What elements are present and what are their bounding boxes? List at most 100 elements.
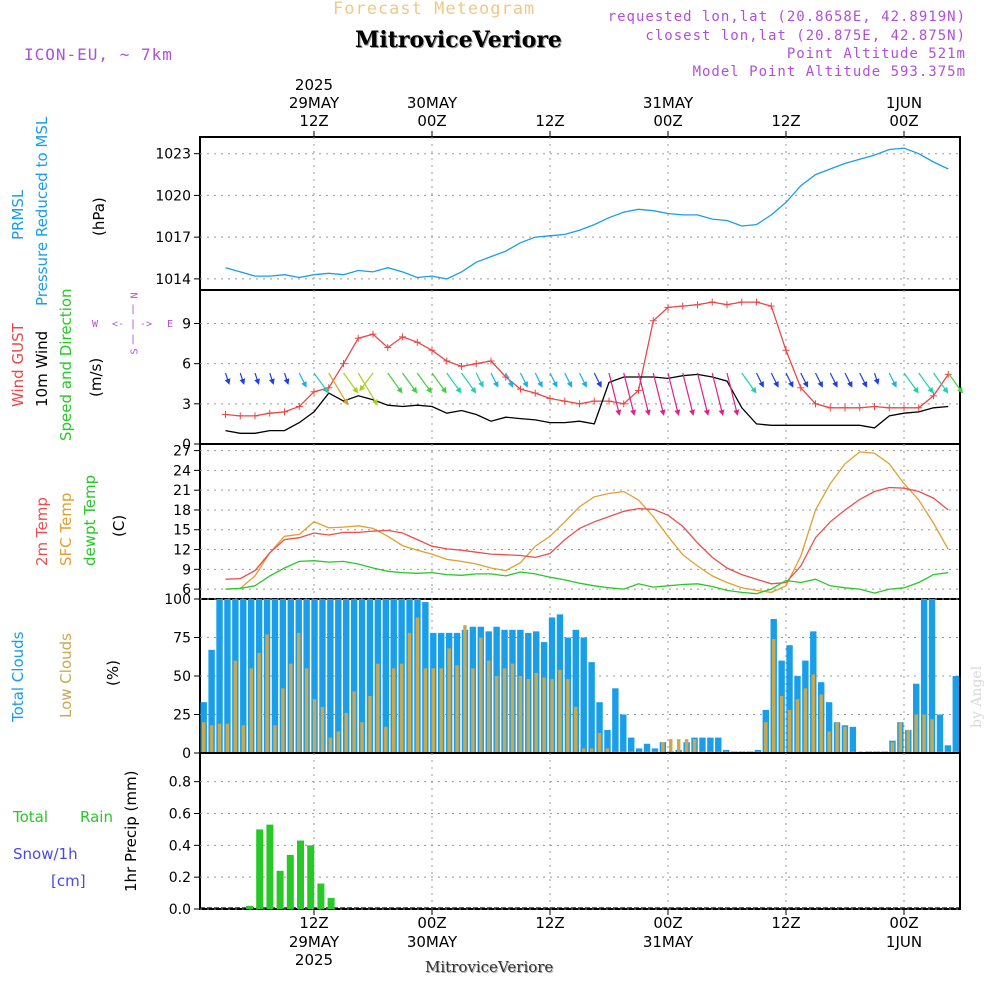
wind-arrow bbox=[519, 372, 528, 388]
rain-bar bbox=[317, 883, 325, 909]
wind-arrow bbox=[652, 372, 666, 416]
wind-arrow bbox=[461, 372, 477, 394]
top-time-label: 29MAY bbox=[289, 94, 340, 112]
low-cloud-bar bbox=[716, 751, 720, 752]
temp-ytick-label: 12 bbox=[173, 543, 191, 559]
low-cloud-bar bbox=[779, 696, 784, 752]
low-cloud-bar bbox=[772, 639, 776, 752]
low-cloud-bar bbox=[724, 751, 728, 752]
total-cloud-bar bbox=[596, 702, 603, 752]
low-cloud-bar bbox=[455, 665, 459, 752]
rain-bar bbox=[327, 897, 335, 909]
temp-ytick-label: 15 bbox=[173, 523, 191, 539]
total-cloud-bar bbox=[920, 599, 928, 752]
clouds-ytick-label: 0 bbox=[182, 746, 191, 762]
wind-arrow bbox=[402, 372, 418, 394]
footer-station: MitroviceVeriore bbox=[425, 958, 554, 976]
low-cloud-bar bbox=[202, 722, 206, 752]
low-cloud-bar bbox=[502, 668, 507, 752]
wind-arrow bbox=[475, 372, 484, 388]
bottom-time-label: 12Z bbox=[771, 914, 800, 932]
total-cloud-bar bbox=[604, 729, 611, 752]
low-cloud-bar bbox=[312, 699, 317, 752]
low-cloud-bar bbox=[859, 751, 863, 752]
rain-bar bbox=[246, 905, 253, 909]
wind-arrow bbox=[224, 372, 231, 385]
total-cloud-bar bbox=[208, 649, 215, 752]
wind-ytick-label: 3 bbox=[182, 397, 191, 413]
precip-snow-label: Snow/1h bbox=[13, 845, 78, 863]
low-cloud-bar bbox=[653, 751, 657, 752]
wind-arrow bbox=[387, 372, 403, 394]
low-cloud-bar bbox=[811, 674, 815, 752]
low-cloud-bar bbox=[874, 751, 879, 752]
wind-arrow bbox=[903, 372, 919, 394]
requested-point: requested lon,lat (20.8658E, 42.8919N) bbox=[607, 9, 966, 25]
wind-arrow bbox=[578, 372, 587, 388]
top-time-label: 00Z bbox=[653, 112, 682, 130]
low-cloud-bar bbox=[843, 726, 847, 752]
wind-arrow bbox=[268, 372, 275, 385]
clouds-ytick-label: 50 bbox=[173, 669, 191, 685]
total-cloud-bar bbox=[224, 599, 231, 752]
wind-arrow bbox=[873, 372, 880, 385]
low-cloud-bar bbox=[756, 751, 760, 752]
precip-total-label: Total bbox=[13, 808, 49, 826]
low-cloud-bar bbox=[748, 751, 752, 752]
low-cloud-bar bbox=[281, 688, 285, 752]
temp-ytick-label: 27 bbox=[173, 444, 191, 460]
precip-ytick-label: 0.0 bbox=[169, 902, 191, 918]
wind-arrow bbox=[359, 372, 374, 392]
wind-arrow bbox=[800, 372, 809, 388]
temp-ytick-label: 9 bbox=[182, 562, 191, 578]
low-cloud-bar bbox=[249, 668, 253, 752]
bottom-time-label: 00Z bbox=[889, 914, 918, 932]
rain-bar bbox=[297, 840, 304, 909]
wind-arrow bbox=[829, 372, 838, 388]
low-cloud-bar bbox=[882, 751, 887, 752]
total-cloud-bar bbox=[699, 737, 706, 752]
low-cloud-bar bbox=[692, 739, 697, 752]
wind-arrow bbox=[593, 372, 602, 388]
temp2m-line bbox=[225, 486, 949, 585]
low-cloud-bar bbox=[740, 751, 744, 752]
wind-arrow bbox=[696, 372, 710, 416]
low-cloud-bar bbox=[297, 632, 301, 752]
wind-arrow bbox=[564, 372, 573, 388]
bottom-time-label: 30MAY bbox=[407, 933, 458, 951]
total-cloud-bar bbox=[754, 749, 762, 752]
pressure-ytick-label: 1020 bbox=[155, 188, 191, 204]
low-cloud-bar bbox=[423, 668, 428, 752]
sfc-temp-line bbox=[225, 451, 949, 594]
low-cloud-bar bbox=[384, 726, 388, 752]
wind-ytick-label: 0 bbox=[182, 437, 191, 453]
top-time-label: 12Z bbox=[299, 112, 328, 130]
low-cloud-bar bbox=[392, 668, 396, 752]
wind-arrow bbox=[549, 372, 558, 388]
low-cloud-bar bbox=[344, 712, 348, 752]
wind-arrow bbox=[918, 372, 934, 394]
compass: N | W <- | -> E | S bbox=[92, 290, 182, 360]
top-time-label: 2025 bbox=[295, 76, 333, 94]
wind-arrow bbox=[416, 372, 433, 394]
total-cloud-bar bbox=[311, 599, 318, 752]
low-cloud-bar bbox=[669, 739, 673, 752]
low-cloud-bar bbox=[764, 722, 768, 752]
top-time-label: 30MAY bbox=[407, 94, 458, 112]
low-cloud-bar bbox=[708, 751, 713, 752]
low-cloud-bar bbox=[447, 648, 451, 752]
low-cloud-bar bbox=[597, 732, 602, 752]
low-cloud-bar bbox=[209, 725, 214, 752]
wind-arrow bbox=[637, 372, 651, 416]
low-cloud-bar bbox=[574, 706, 578, 752]
low-cloud-bar bbox=[518, 676, 523, 752]
rain-bar bbox=[256, 829, 264, 909]
low-cloud-bar bbox=[265, 634, 269, 752]
low-cloud-bar bbox=[637, 751, 641, 752]
low-cloud-bar bbox=[304, 668, 309, 752]
total-cloud-bar bbox=[928, 599, 936, 752]
wind-arrow bbox=[741, 372, 757, 394]
bottom-time-label: 12Z bbox=[299, 914, 328, 932]
wind-arrow bbox=[328, 372, 349, 406]
low-cloud-bar bbox=[954, 751, 958, 752]
